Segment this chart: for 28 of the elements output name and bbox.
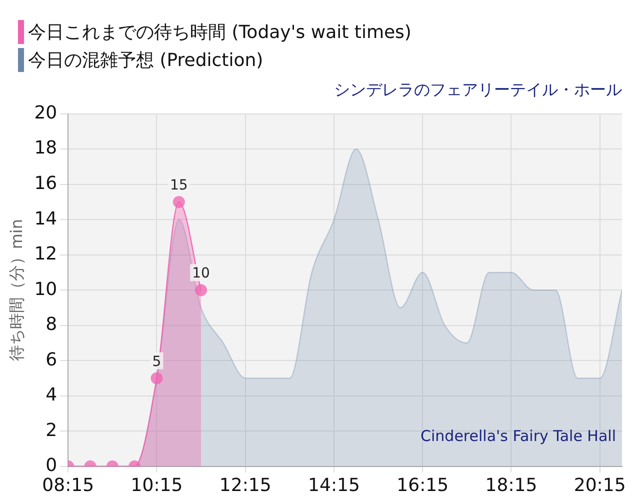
point [172,196,185,208]
legend-label: 今日これまでの待ち時間 (Today's wait times) [28,21,412,44]
chart-title: シンデレラのフェアリーテイル・ホール [334,80,622,101]
y-tick-label: 18 [34,138,58,159]
x-tick-label: 14:15 [308,474,360,496]
data-label: 10 [192,266,210,282]
y-tick-label: 14 [34,208,58,230]
y-axis-title: 待ち時間（分）min [6,219,26,362]
x-tick-label: 12:15 [219,474,272,496]
y-tick-label: 10 [34,278,58,300]
y-tick-label: 4 [46,384,58,406]
x-tick-label: 08:15 [42,474,94,496]
y-tick-label: 20 [34,102,58,124]
y-tick-label: 16 [34,172,58,194]
data-label: 15 [170,178,188,194]
legend-label: 今日の混雑予想 (Prediction) [28,49,264,72]
annotation: Cinderella's Fairy Tale Hall [420,426,616,445]
x-tick-label: 20:15 [574,474,626,496]
y-tick-label: 0 [46,455,58,476]
data-label: 5 [152,354,162,370]
x-tick-label: 18:15 [485,474,538,496]
y-tick-label: 12 [34,244,58,265]
y-tick-label: 6 [46,349,58,370]
y-tick-label: 2 [46,420,58,441]
x-tick-label: 10:15 [130,474,183,496]
x-tick-label: 16:15 [396,474,449,496]
y-tick-label: 8 [46,314,58,336]
point [195,284,208,296]
